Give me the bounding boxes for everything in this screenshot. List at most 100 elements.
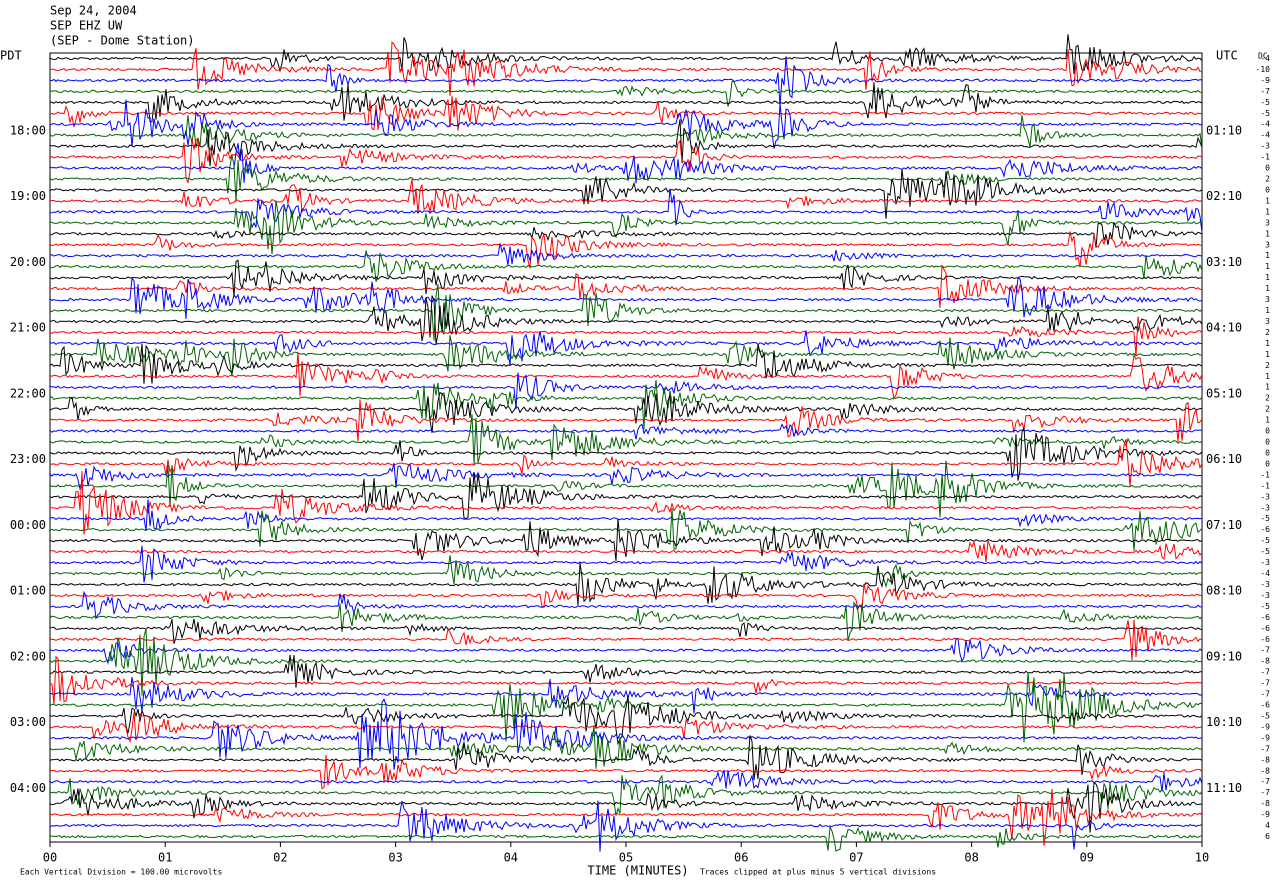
x-tick-label: 05 — [619, 851, 633, 865]
trace — [49, 655, 1203, 705]
trace — [49, 618, 1203, 644]
trace — [49, 96, 1203, 131]
pdt-label: 01:00 — [10, 584, 46, 598]
trace — [49, 222, 1203, 248]
utc-label: 03:10 — [1206, 255, 1242, 269]
x-axis-label: TIME (MINUTES) — [587, 864, 688, 878]
trace — [49, 34, 1203, 75]
trace — [49, 637, 1203, 665]
trace — [49, 788, 1203, 847]
pdt-label: 00:00 — [10, 518, 46, 532]
trace — [49, 277, 1203, 320]
trace — [49, 231, 1203, 269]
trace — [49, 583, 1203, 611]
dc-offset: -1 — [1260, 153, 1270, 162]
dc-offset: 0 — [1265, 459, 1270, 468]
trace — [49, 41, 1203, 96]
trace — [49, 545, 1203, 583]
trace — [49, 168, 1203, 219]
utc-label: 05:10 — [1206, 386, 1242, 400]
dc-offset: -7 — [1260, 87, 1270, 96]
dc-offset: -5 — [1260, 602, 1270, 611]
trace — [49, 284, 1203, 341]
dc-offset: 1 — [1265, 229, 1270, 238]
utc-label: 04:10 — [1206, 321, 1242, 335]
dc-offset: 0 — [1265, 164, 1270, 173]
dc-offset: 2 — [1265, 175, 1270, 184]
dc-offset: 3 — [1265, 240, 1270, 249]
dc-offset: -4 — [1260, 54, 1270, 63]
dc-offset: 3 — [1265, 317, 1270, 326]
trace — [49, 414, 1203, 465]
dc-offset: 0 — [1265, 427, 1270, 436]
x-tick-label: 02 — [273, 851, 287, 865]
utc-label: 06:10 — [1206, 452, 1242, 466]
trace — [49, 80, 1203, 107]
trace — [49, 438, 1203, 486]
trace — [49, 462, 1203, 491]
trace — [49, 143, 1203, 184]
pdt-label: 18:00 — [10, 123, 46, 137]
x-tick-label: 06 — [734, 851, 748, 865]
dc-offset: -7 — [1260, 690, 1270, 699]
utc-label: 10:10 — [1206, 715, 1242, 729]
dc-offset: -3 — [1260, 558, 1270, 567]
dc-offset: -3 — [1260, 580, 1270, 589]
dc-offset: 0 — [1265, 185, 1270, 194]
plot-frame — [49, 52, 1203, 843]
dc-offset: -9 — [1260, 76, 1270, 85]
utc-label: 08:10 — [1206, 584, 1242, 598]
trace — [49, 601, 1203, 641]
x-tick-label: 09 — [1080, 851, 1094, 865]
utc-label: 07:10 — [1206, 518, 1242, 532]
trace — [49, 391, 1203, 433]
dc-offset: 6 — [1265, 832, 1270, 841]
trace — [49, 137, 1203, 184]
trace — [49, 562, 1203, 605]
trace — [49, 352, 1203, 401]
dc-offset: -7 — [1260, 777, 1270, 786]
trace — [49, 774, 1203, 816]
trace — [49, 769, 1203, 792]
trace — [50, 250, 1203, 282]
dc-offset: -6 — [1260, 701, 1270, 710]
x-tick-label: 00 — [43, 851, 57, 865]
trace — [49, 735, 1203, 781]
pdt-label: 20:00 — [10, 255, 46, 269]
footnote-left: Each Vertical Division = 100.00 microvol… — [20, 868, 222, 877]
trace — [49, 800, 1203, 852]
pdt-label: 02:00 — [10, 649, 46, 663]
utc-label: 01:10 — [1206, 123, 1242, 137]
dc-offset: 1 — [1265, 196, 1270, 205]
dc-offset: -7 — [1260, 788, 1270, 797]
dc-offset: 2 — [1265, 361, 1270, 370]
utc-label: 09:10 — [1206, 649, 1242, 663]
dc-offset: -6 — [1260, 624, 1270, 633]
trace — [49, 99, 1203, 149]
dc-offset: -9 — [1260, 810, 1270, 819]
dc-offset: 1 — [1265, 372, 1270, 381]
trace — [49, 200, 1203, 255]
dc-offset: 1 — [1265, 262, 1270, 271]
trace — [49, 295, 1203, 345]
trace — [49, 712, 1203, 744]
dc-offset: 2 — [1265, 394, 1270, 403]
trace — [49, 335, 1203, 377]
trace — [49, 654, 1203, 688]
x-tick-label: 03 — [388, 851, 402, 865]
dc-offset: -5 — [1260, 547, 1270, 556]
dc-offset: -8 — [1260, 799, 1270, 808]
trace — [49, 372, 1203, 410]
dc-offset: -10 — [1256, 65, 1271, 74]
dc-offset: -5 — [1260, 514, 1270, 523]
dc-offset: -3 — [1260, 591, 1270, 600]
trace — [49, 695, 1203, 746]
dc-offset: 1 — [1265, 207, 1270, 216]
trace — [49, 343, 1203, 384]
dc-offset: -9 — [1260, 733, 1270, 742]
trace — [49, 508, 1203, 551]
trace — [49, 628, 1203, 696]
x-tick-label: 04 — [504, 851, 518, 865]
dc-offset: -3 — [1260, 503, 1270, 512]
trace — [49, 119, 1203, 167]
